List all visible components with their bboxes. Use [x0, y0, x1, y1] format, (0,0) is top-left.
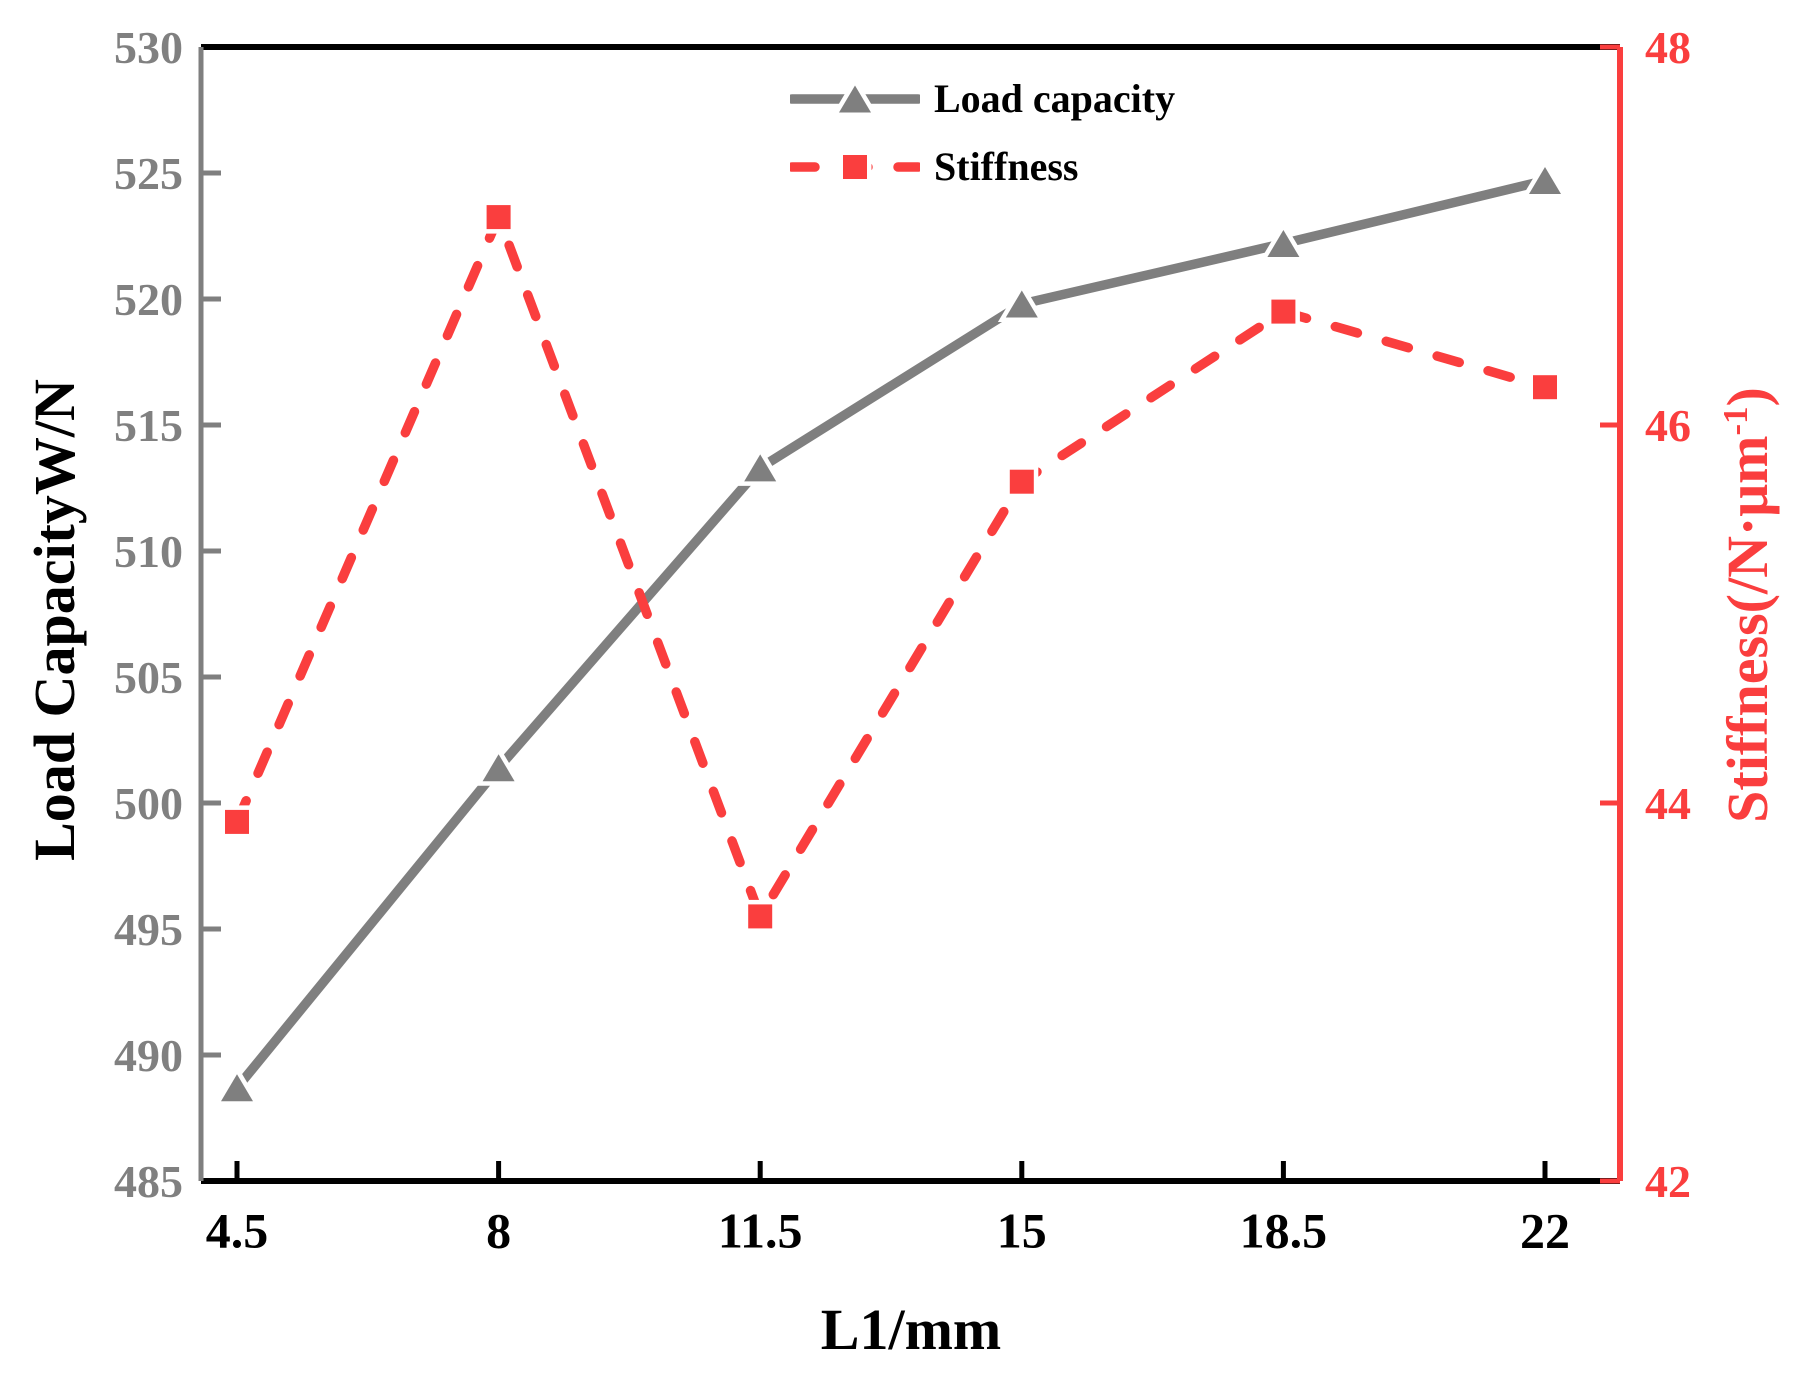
legend-label-stiffness: Stiffness — [934, 144, 1079, 189]
stiffness-marker — [220, 805, 254, 839]
x-tick-label: 22 — [1520, 1203, 1570, 1259]
y-left-tick-label: 495 — [114, 904, 183, 955]
y-right-tick-label: 44 — [1645, 778, 1691, 829]
stiffness-line — [232, 212, 1550, 922]
load-capacity-marker — [474, 745, 523, 786]
legend-sample-marker — [838, 150, 872, 184]
load-capacity-line-sample-icon — [790, 77, 920, 117]
legend-sample-marker — [831, 77, 879, 117]
x-tick-label: 8 — [486, 1203, 511, 1259]
y-left-tick-label: 485 — [114, 1156, 183, 1207]
y-left-tick-label: 500 — [114, 778, 183, 829]
y-right-tick-label: 48 — [1645, 22, 1691, 73]
legend-label-load-capacity: Load capacity — [934, 76, 1176, 121]
y-axis-title-right: Stiffness(/N·μm-1) — [1715, 387, 1780, 823]
x-tick-label: 4.5 — [206, 1203, 269, 1259]
x-tick-label: 15 — [997, 1203, 1047, 1259]
load-capacity-line — [232, 175, 1550, 1093]
stiffness-marker — [482, 200, 516, 234]
load-capacity-marker — [997, 281, 1046, 323]
legend-item-load-capacity: Load capacity — [790, 70, 1175, 128]
y-right-tick-label: 42 — [1645, 1156, 1691, 1207]
stiffness-marker — [1005, 465, 1039, 499]
stiffness-marker — [743, 899, 777, 933]
y-axis-title-left: Load CapacityW/N — [22, 379, 87, 861]
y-axis-title-right-text: Stiffness(/N·μm — [1715, 435, 1781, 823]
x-tick-label: 11.5 — [718, 1203, 803, 1259]
y-left-tick-label: 510 — [114, 526, 183, 577]
stiffness-marker — [1266, 295, 1300, 329]
y-left-tick-label: 525 — [114, 148, 183, 199]
stiffness-marker — [1528, 370, 1562, 404]
load-capacity-marker — [736, 445, 785, 486]
y-left-tick-label: 530 — [114, 22, 183, 73]
y-axis-title-right-close: ) — [1715, 387, 1781, 407]
y-left-tick-label: 520 — [114, 274, 183, 325]
y-axis-title-right-superscript: -1 — [1715, 406, 1755, 436]
y-right-tick-label: 46 — [1645, 400, 1691, 451]
load-capacity-marker — [1259, 221, 1308, 262]
y-left-tick-label: 505 — [114, 652, 183, 703]
load-capacity-marker — [213, 1065, 261, 1106]
y-left-tick-label: 515 — [114, 400, 183, 451]
legend-item-stiffness: Stiffness — [790, 138, 1175, 196]
stiffness-line-sample-icon — [790, 150, 920, 184]
x-axis-title: L1/mm — [820, 1297, 1002, 1362]
x-tick-label: 18.5 — [1240, 1203, 1328, 1259]
y-left-tick-label: 490 — [114, 1030, 183, 1081]
legend: Load capacity Stiffness — [790, 70, 1175, 196]
load-capacity-marker — [1521, 158, 1569, 199]
